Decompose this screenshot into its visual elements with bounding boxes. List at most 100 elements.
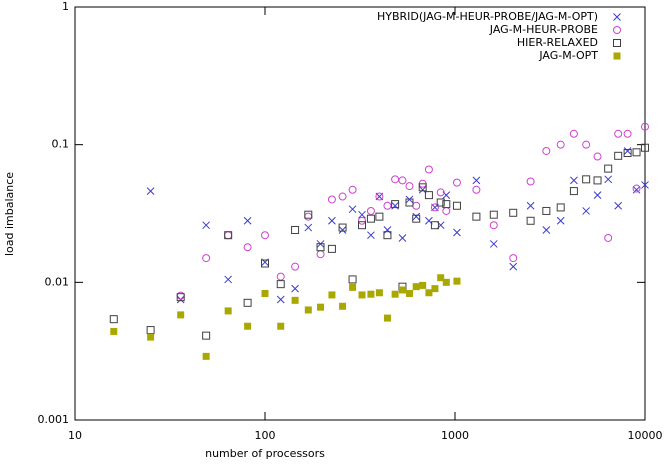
point [276,272,285,281]
point [224,231,233,240]
point [383,201,392,210]
point [632,148,641,157]
y-tick-label: 0.01 [45,275,70,288]
point [291,225,300,234]
point [472,176,481,185]
point [328,216,336,225]
point [398,286,406,294]
point [632,185,641,194]
point [632,184,641,193]
point [338,223,347,232]
point [276,280,285,289]
point [327,244,336,253]
point [202,352,210,360]
point [348,205,357,214]
point [614,151,623,160]
point [358,210,366,219]
point [338,226,347,234]
point [304,223,313,232]
point [412,212,421,221]
point [542,206,551,215]
point [224,275,233,284]
point [436,198,445,207]
point [261,231,269,240]
legend-label: JAG-M-OPT [538,49,598,62]
point [261,259,269,268]
point [358,221,367,230]
point [582,175,591,184]
point [405,289,413,297]
point [391,290,399,298]
point [291,296,299,304]
x-axis-label: number of processors [205,447,325,460]
x-tick-label: 1000 [441,429,469,442]
point [383,231,392,240]
point [304,306,312,314]
point [367,290,375,298]
point [316,250,325,259]
point [582,140,591,149]
point [452,201,461,210]
point [412,214,421,223]
point [472,185,481,194]
point [509,254,518,263]
point [556,216,565,225]
point [224,307,232,315]
y-tick-label: 1 [62,0,69,13]
y-tick-label: 0.1 [52,138,70,151]
point [569,129,578,138]
legend-marker [613,39,621,47]
point [412,201,421,210]
point [146,187,155,195]
point [509,262,518,271]
plot-frame [74,6,646,421]
point [243,216,252,225]
point [348,185,357,194]
point [383,314,391,322]
point [412,283,420,291]
y-axis-label: load imbalance [3,172,16,256]
point [366,214,375,223]
point [489,240,498,248]
point [623,148,632,157]
point [424,165,433,174]
point [604,164,613,173]
point [202,221,210,230]
point [276,295,285,304]
point [509,208,518,217]
legend-marker [613,52,621,60]
point [224,231,233,240]
point [277,322,285,330]
point [375,212,384,221]
point [202,331,211,340]
point [391,175,400,184]
point [316,243,325,252]
point [418,183,427,192]
point [452,178,461,187]
point [623,129,632,138]
legend-marker [613,13,621,21]
point [261,289,269,297]
point [442,278,450,286]
point [375,289,383,297]
point [526,216,535,225]
point [291,284,299,293]
point [453,277,461,285]
point [641,143,649,152]
point [489,210,498,219]
point [604,233,613,242]
point [526,201,535,210]
point [419,281,427,289]
point [349,283,357,291]
point [339,302,347,310]
point [398,234,407,242]
point [110,327,118,335]
point [424,191,433,200]
point [437,274,445,282]
point [146,326,155,335]
y-tick-label: 0.001 [38,413,70,426]
point [327,195,336,204]
point [177,311,185,319]
point [604,175,613,184]
